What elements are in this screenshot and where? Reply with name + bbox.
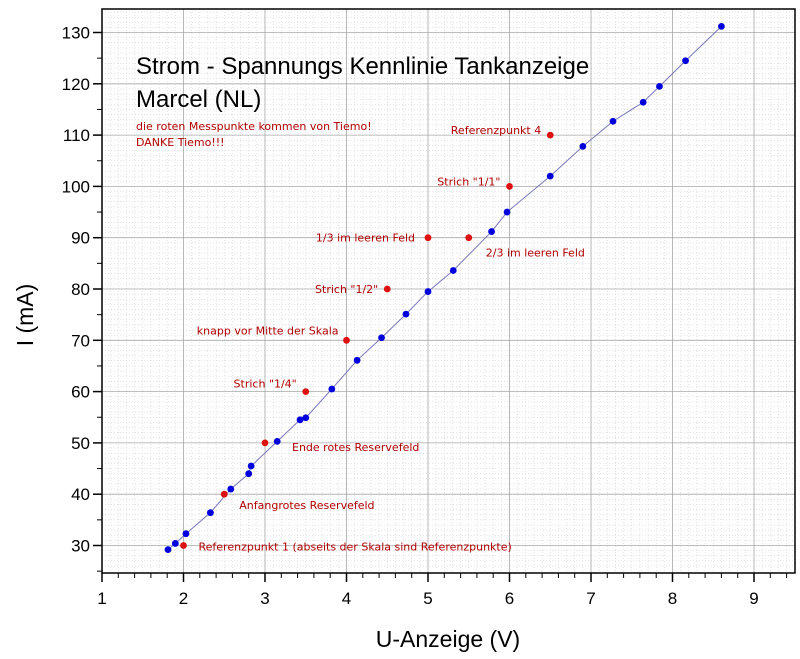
- y-tick-label: 60: [71, 383, 90, 402]
- blue-data-point: [718, 22, 725, 30]
- note-line-1: die roten Messpunkte kommen von Tiemo!: [136, 120, 372, 133]
- y-tick-label: 100: [62, 177, 90, 196]
- blue-data-point: [206, 509, 214, 517]
- blue-data-point: [656, 82, 663, 90]
- point-annotation: Referenzpunkt 4: [451, 124, 541, 137]
- x-tick-label: 3: [260, 589, 269, 608]
- point-annotation: Referenzpunkt 1 (abseits der Skala sind …: [199, 541, 512, 554]
- point-annotation: Anfangrotes Reservefeld: [239, 499, 374, 512]
- x-tick-label: 7: [586, 589, 595, 608]
- blue-series-points: [164, 22, 725, 554]
- blue-data-point: [579, 142, 587, 150]
- y-tick-label: 130: [62, 24, 90, 43]
- blue-data-point: [682, 57, 689, 65]
- blue-data-point: [449, 267, 457, 274]
- blue-data-point: [328, 385, 336, 393]
- blue-data-point: [402, 310, 410, 318]
- y-tick-label: 50: [71, 434, 90, 453]
- blue-data-point: [245, 470, 253, 478]
- blue-data-point: [227, 485, 235, 493]
- annotation-labels: Referenzpunkt 1 (abseits der Skala sind …: [197, 124, 585, 553]
- blue-data-point: [424, 288, 432, 295]
- red-data-point: [302, 388, 310, 395]
- x-tick-label: 1: [97, 589, 106, 608]
- x-tick-label: 5: [423, 589, 432, 608]
- point-annotation: Ende rotes Reservefeld: [292, 441, 419, 454]
- note-line-2: DANKE Tiemo!!!: [136, 136, 225, 149]
- x-tick-label: 9: [749, 589, 758, 608]
- chart-subtitle: Marcel (NL): [136, 86, 261, 113]
- red-data-point: [546, 131, 554, 139]
- point-annotation: 1/3 im leeren Feld: [316, 232, 415, 245]
- point-annotation: Strich "1/2": [315, 283, 378, 296]
- x-tick-label: 8: [668, 589, 677, 608]
- y-tick-label: 110: [63, 126, 90, 145]
- blue-data-point: [302, 414, 310, 422]
- red-data-point: [506, 183, 513, 190]
- blue-data-point: [639, 98, 647, 106]
- blue-data-point: [488, 228, 495, 235]
- chart-title: Strom - Spannungs Kennlinie Tankanzeige: [136, 53, 589, 80]
- blue-data-point: [353, 356, 361, 364]
- y-tick-label: 30: [71, 537, 90, 556]
- blue-data-point: [378, 334, 385, 342]
- y-tick-label: 120: [62, 75, 90, 94]
- point-annotation: 2/3 im leeren Feld: [486, 247, 585, 260]
- blue-data-point: [609, 117, 617, 125]
- x-tick-label: 4: [342, 589, 351, 608]
- blue-data-point: [182, 530, 190, 538]
- blue-data-point: [546, 172, 554, 180]
- y-tick-label: 90: [71, 229, 90, 248]
- blue-data-point: [273, 437, 281, 445]
- y-tick-label: 80: [71, 280, 90, 299]
- blue-data-point: [503, 208, 511, 216]
- minor-grid: [102, 9, 795, 573]
- blue-data-point: [171, 540, 179, 547]
- x-axis-title: U-Anzeige (V): [376, 626, 520, 652]
- point-annotation: Strich "1/1": [437, 175, 500, 188]
- red-data-point: [220, 490, 228, 498]
- y-tick-label: 70: [71, 331, 90, 350]
- y-axis-title: I (mA): [12, 284, 38, 347]
- blue-data-point: [164, 546, 172, 554]
- y-tick-labels: 30 40 50 60 70 80 90 100 110 120 130: [62, 24, 90, 556]
- red-data-point: [383, 285, 391, 293]
- blue-data-point: [296, 416, 304, 424]
- red-series-points: [180, 131, 554, 549]
- red-data-point: [465, 234, 473, 242]
- red-data-point: [343, 336, 350, 344]
- point-annotation: knapp vor Mitte der Skala: [197, 324, 339, 337]
- red-data-point: [180, 542, 187, 549]
- y-tick-label: 40: [71, 485, 90, 504]
- x-tick-label: 2: [179, 589, 188, 608]
- x-tick-labels: 1 2 3 4 5 6 7 8 9: [97, 589, 758, 608]
- red-data-point: [261, 439, 269, 447]
- point-annotation: Strich "1/4": [234, 378, 297, 391]
- plot-frame: [101, 8, 796, 574]
- axis-ticks: [93, 31, 788, 582]
- x-tick-label: 6: [505, 589, 514, 608]
- red-data-point: [424, 234, 432, 242]
- blue-data-point: [247, 462, 255, 470]
